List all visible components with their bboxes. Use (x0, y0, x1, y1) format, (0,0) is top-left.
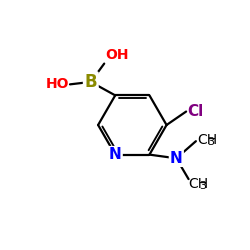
Text: CH: CH (188, 177, 209, 191)
Text: 3: 3 (199, 181, 206, 191)
Text: Cl: Cl (187, 104, 204, 119)
Text: HO: HO (45, 77, 69, 91)
Text: CH: CH (197, 133, 217, 147)
Text: N: N (109, 147, 122, 162)
Text: 3: 3 (208, 137, 214, 147)
Text: OH: OH (106, 48, 129, 62)
Text: N: N (170, 151, 183, 166)
Text: B: B (84, 73, 97, 91)
